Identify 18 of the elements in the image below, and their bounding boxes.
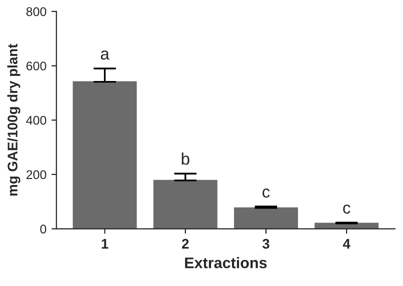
- x-tick-label: 1: [102, 239, 108, 249]
- annotation: c: [262, 188, 270, 198]
- y-tick-label: 200: [26, 170, 46, 180]
- bar: [234, 207, 298, 229]
- x-tick-label: 3: [262, 238, 270, 249]
- y-tick-label: 400: [26, 116, 46, 125]
- y-tick-label: 0: [40, 224, 46, 234]
- bar: [153, 180, 218, 229]
- x-tick-label: 2: [182, 238, 189, 249]
- x-axis-title: Extractions: [185, 257, 267, 268]
- y-axis-title: mg GAE/100g dry plant: [7, 44, 20, 196]
- bar: [72, 81, 137, 229]
- annotation: c: [343, 204, 350, 214]
- annotation: a: [100, 50, 110, 60]
- annotation: b: [182, 152, 190, 165]
- x-tick-label: 4: [342, 239, 350, 249]
- y-tick-label: 800: [26, 7, 46, 16]
- y-tick-label: 600: [26, 62, 46, 70]
